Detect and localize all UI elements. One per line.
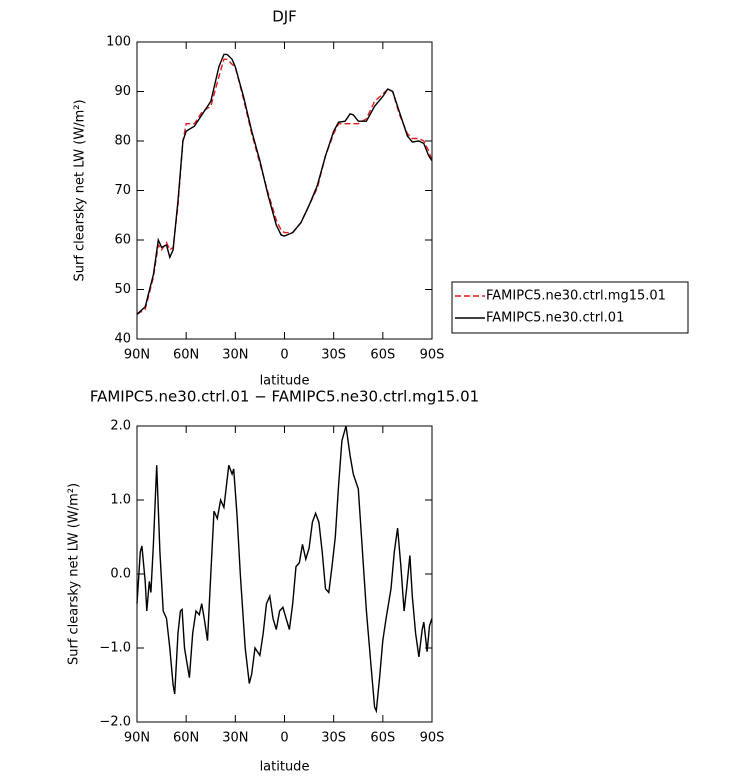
plot-frame: [136, 425, 433, 723]
x-tick-label: 90S: [420, 731, 445, 746]
y-tick-label: 40: [114, 332, 131, 347]
x-tick-label: 30N: [222, 731, 248, 746]
x-tick-label: 60S: [370, 348, 395, 363]
y-tick-label: 60: [114, 233, 131, 248]
y-tick-label: −2.0: [99, 715, 131, 730]
chart-title: DJF: [272, 8, 297, 26]
x-tick-label: 60S: [370, 731, 395, 746]
data-line: [136, 53, 433, 315]
y-tick-label: 100: [106, 35, 131, 50]
data-line: [136, 58, 433, 315]
y-axis-label: Surf clearsky net LW (W/m²): [67, 483, 82, 665]
x-tick-label: 30S: [321, 348, 346, 363]
y-tick-label: 2.0: [110, 419, 131, 434]
x-tick-label: 30N: [222, 348, 248, 363]
y-tick-label: −1.0: [99, 641, 131, 656]
chart-title: FAMIPC5.ne30.ctrl.01 − FAMIPC5.ne30.ctrl…: [90, 388, 479, 406]
x-tick-label: 60N: [173, 348, 199, 363]
x-axis-label: latitude: [260, 760, 310, 775]
y-tick-label: 70: [114, 183, 131, 198]
legend-box: [451, 281, 689, 334]
data-line: [136, 425, 433, 714]
x-tick-label: 0: [280, 731, 288, 746]
x-tick-label: 90N: [124, 731, 150, 746]
y-tick-label: 0.0: [110, 567, 131, 582]
x-axis-label: latitude: [260, 374, 310, 389]
x-tick-label: 90N: [124, 348, 150, 363]
legend-label: FAMIPC5.ne30.ctrl.01: [486, 311, 624, 326]
x-tick-label: 60N: [173, 731, 199, 746]
y-axis-label: Surf clearsky net LW (W/m²): [73, 99, 88, 281]
y-tick-label: 50: [114, 282, 131, 297]
x-tick-label: 30S: [321, 731, 346, 746]
y-tick-label: 90: [114, 84, 131, 99]
x-tick-label: 0: [280, 348, 288, 363]
y-tick-label: 80: [114, 134, 131, 149]
plot-frame: [136, 41, 433, 340]
x-tick-label: 90S: [420, 348, 445, 363]
y-tick-label: 1.0: [110, 493, 131, 508]
legend-label: FAMIPC5.ne30.ctrl.mg15.01: [486, 289, 666, 304]
